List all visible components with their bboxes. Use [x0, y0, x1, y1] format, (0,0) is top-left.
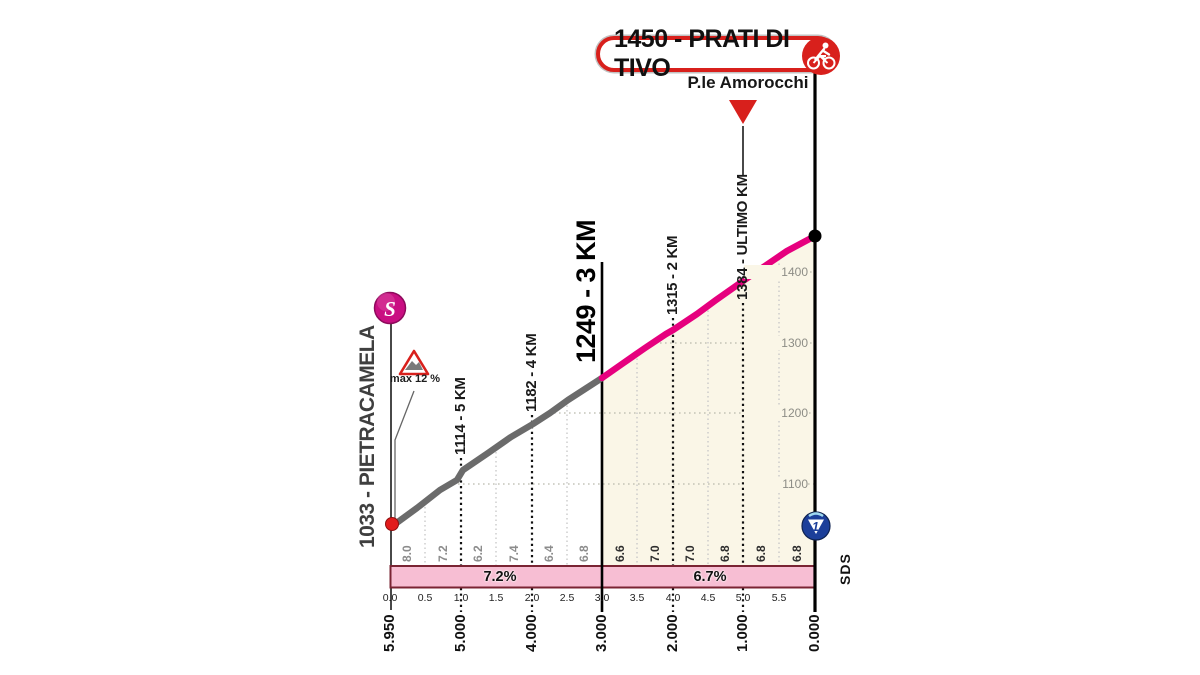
km-to-go-label: 3.000	[593, 614, 610, 652]
max-gradient-warning-icon	[398, 349, 430, 376]
km-to-go-label: 0.000	[806, 614, 823, 652]
distance-tick: 0.5	[417, 592, 433, 604]
place-pointer-icon	[729, 100, 757, 124]
summit-banner-text: 1450 - PRATI DI TIVO	[614, 25, 790, 82]
profile-line-pink	[598, 232, 819, 382]
distance-tick: 5.5	[771, 592, 787, 604]
gpm-category-icon: 1	[801, 511, 831, 541]
climber-icon	[801, 36, 841, 76]
start-town-label: 1033 - PIETRACAMELA	[356, 325, 379, 548]
km-to-go-label: 5.000	[452, 614, 469, 652]
gradient-value: 6.8	[718, 545, 732, 562]
place-label: P.le Amorocchi	[687, 73, 809, 92]
distance-tick: 0.0	[382, 592, 398, 604]
gradient-value: 6.6	[613, 545, 627, 562]
distance-tick: 4.5	[700, 592, 716, 604]
gradient-value: 6.2	[471, 545, 485, 562]
distance-tick: 5.0	[735, 592, 751, 604]
km-to-go-label: 5.950	[381, 614, 398, 652]
elevation-tick: 1300	[744, 336, 808, 350]
km-to-go-label: 2.000	[664, 614, 681, 652]
max-gradient-leader-line	[394, 390, 415, 520]
gradient-value: 6.4	[542, 545, 556, 562]
distance-tick: 1.5	[488, 592, 504, 604]
gradient-value: 6.8	[790, 545, 804, 562]
km-to-go-label: 4.000	[523, 614, 540, 652]
gradient-value: 7.0	[648, 545, 662, 562]
summit-dot	[808, 229, 822, 243]
profile-line-gray	[387, 374, 606, 531]
summit-banner: 1450 - PRATI DI TIVO	[596, 25, 836, 82]
elevation-tick: 1100	[744, 477, 808, 491]
km-mark-label: 1315 - 2 KM	[663, 235, 681, 315]
distance-tick: 4.0	[665, 592, 681, 604]
km-mark-label: 1384 - ULTIMO KM	[733, 174, 751, 300]
credit-label: SDS	[837, 553, 853, 585]
km-mark-label: 1249 - 3 KM	[571, 219, 601, 363]
km-mark-label: 1114 - 5 KM	[451, 377, 469, 455]
max-gradient-label: max 12 %	[389, 373, 441, 385]
gradient-value: 6.8	[577, 545, 591, 562]
distance-tick: 1.0	[453, 592, 469, 604]
elevation-tick: 1200	[744, 406, 808, 420]
distance-tick: 3.5	[629, 592, 645, 604]
start-dot	[385, 517, 399, 531]
gradient-value: 7.2	[436, 545, 450, 562]
elevation-tick: 1400	[744, 265, 808, 279]
gradient-value: 8.0	[400, 545, 414, 562]
gradient-value: 7.4	[507, 545, 521, 562]
gpm-category-number: 1	[812, 520, 819, 534]
climb-start-letter: S	[384, 297, 396, 321]
km-mark-label: 1182 - 4 KM	[522, 333, 540, 412]
distance-tick: 2.5	[559, 592, 575, 604]
km-to-go-label: 1.000	[734, 614, 751, 652]
avg-gradient-second-segment: 6.7%	[693, 569, 727, 585]
avg-gradient-first-segment: 7.2%	[483, 569, 517, 585]
climb-start-icon: S	[373, 291, 407, 325]
distance-tick: 2.0	[524, 592, 540, 604]
gradient-value: 7.0	[683, 545, 697, 562]
gradient-value: 6.8	[754, 545, 768, 562]
distance-tick: 3.0	[594, 592, 610, 604]
